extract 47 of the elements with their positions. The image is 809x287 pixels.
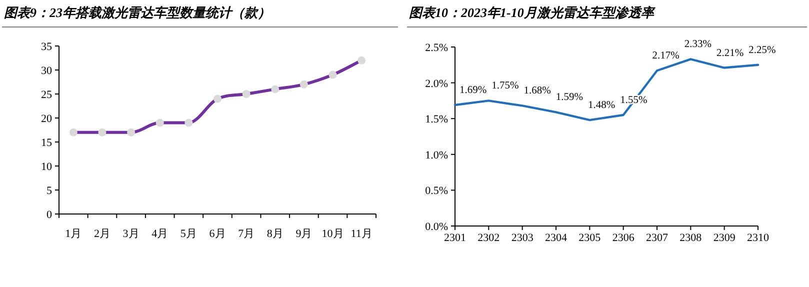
x-tick-label: 2月	[94, 228, 110, 240]
x-tick-label: 10月	[322, 228, 344, 240]
x-tick-label: 11月	[350, 228, 372, 240]
x-tick-label: 2306	[612, 232, 635, 244]
data-label: 1.69%	[460, 84, 487, 96]
x-tick-label: 1月	[65, 228, 82, 240]
data-label: 2.33%	[684, 39, 712, 50]
x-tick-label: 3月	[122, 228, 140, 240]
x-tick-label: 2307	[646, 232, 668, 244]
y-tick-label: 20	[41, 113, 52, 125]
y-tick-label: 0.5%	[425, 185, 448, 198]
y-tick-label: 0	[46, 209, 52, 221]
x-tick-label: 2308	[680, 232, 702, 244]
data-label: 2.25%	[748, 44, 776, 56]
line-series	[454, 58, 760, 122]
y-tick-label: 35	[41, 41, 52, 53]
x-tick-label: 2303	[511, 232, 534, 244]
y-tick-label: 1.0%	[425, 149, 448, 162]
x-tick-label: 2305	[578, 232, 602, 244]
x-tick-label: 2302	[478, 232, 500, 244]
x-tick-label: 9月	[296, 228, 312, 240]
data-label: 1.75%	[492, 80, 519, 92]
y-tick-label: 2.5%	[425, 42, 448, 54]
y-tick-label: 30	[41, 65, 52, 77]
x-tick-label: 2309	[713, 232, 736, 244]
data-label: 1.59%	[556, 92, 584, 104]
x-tick-label: 2304	[545, 232, 568, 244]
y-tick-label: 2.0%	[425, 78, 448, 90]
chart-title: 图表10：2023年1-10月激光雷达车型渗透率	[409, 5, 656, 20]
x-tick-label: 2301	[444, 232, 466, 244]
x-tick-label: 6月	[209, 228, 226, 240]
data-label: 2.21%	[716, 48, 744, 59]
x-tick-label: 8月	[266, 228, 284, 240]
x-tick-label: 7月	[238, 228, 255, 240]
x-tick-label: 5月	[180, 228, 197, 240]
y-tick-label: 25	[41, 89, 52, 101]
y-tick-label: 1.5%	[425, 114, 448, 126]
y-tick-label: 15	[41, 137, 52, 149]
data-label: 2.17%	[652, 50, 680, 62]
x-tick-label: 4月	[152, 228, 168, 240]
data-label: 1.48%	[588, 100, 616, 112]
y-tick-label: 5	[46, 185, 52, 197]
chart-title: 图表9：23年搭载激光雷达车型数量统计（款）	[4, 5, 270, 20]
x-tick-label: 2310	[747, 232, 770, 244]
y-tick-label: 0.0%	[425, 221, 448, 233]
data-label: 1.68%	[524, 86, 552, 97]
y-tick-label: 10	[41, 161, 52, 173]
